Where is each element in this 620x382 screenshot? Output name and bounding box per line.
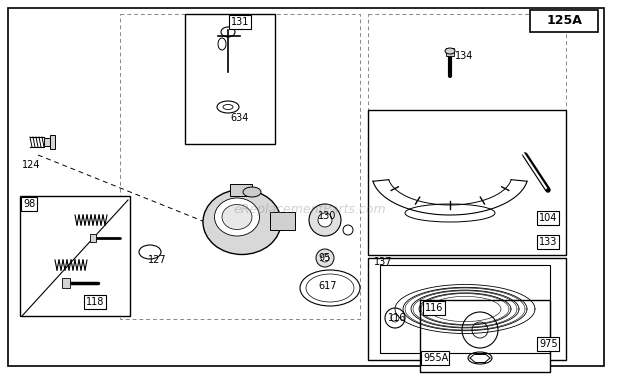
Text: 125A: 125A — [546, 15, 582, 28]
Bar — [537, 337, 559, 351]
Bar — [446, 48, 454, 56]
Bar — [380, 265, 550, 353]
Text: 124: 124 — [22, 160, 40, 170]
Circle shape — [318, 213, 332, 227]
Bar — [21, 197, 37, 211]
Bar — [185, 14, 275, 144]
Circle shape — [321, 254, 329, 262]
Circle shape — [309, 204, 341, 236]
Bar — [537, 211, 559, 225]
Bar — [368, 110, 566, 255]
Bar — [421, 351, 449, 365]
Text: 955A: 955A — [423, 353, 448, 363]
Text: 137: 137 — [374, 257, 392, 267]
Text: 133: 133 — [539, 237, 557, 247]
Text: 130: 130 — [318, 211, 337, 221]
Bar — [423, 301, 445, 315]
Bar — [50, 135, 55, 149]
Text: 116: 116 — [388, 313, 406, 323]
Bar — [62, 278, 70, 288]
Text: 116: 116 — [425, 303, 443, 313]
Text: 118: 118 — [86, 297, 104, 307]
Text: 634: 634 — [230, 113, 249, 123]
Bar — [120, 14, 360, 319]
Text: 617: 617 — [318, 281, 337, 291]
Bar — [90, 234, 96, 242]
Circle shape — [316, 249, 334, 267]
Text: 134: 134 — [455, 51, 474, 61]
Ellipse shape — [445, 48, 455, 54]
Bar — [230, 184, 252, 196]
Bar — [368, 258, 566, 360]
Text: 127: 127 — [148, 255, 167, 265]
Bar — [420, 300, 550, 372]
Bar — [229, 15, 251, 29]
Bar — [84, 295, 106, 309]
Text: 975: 975 — [539, 339, 557, 349]
Bar — [44, 138, 50, 146]
Ellipse shape — [203, 189, 281, 254]
Text: 104: 104 — [539, 213, 557, 223]
Ellipse shape — [222, 204, 252, 230]
Bar — [537, 235, 559, 249]
Text: 95: 95 — [318, 253, 330, 263]
Bar — [270, 212, 295, 230]
Bar — [530, 10, 598, 32]
Bar — [20, 196, 130, 316]
Text: eReplacementParts.com: eReplacementParts.com — [234, 204, 386, 217]
Bar — [368, 14, 566, 154]
Text: 131: 131 — [231, 17, 249, 27]
Ellipse shape — [215, 198, 260, 236]
Text: 98: 98 — [23, 199, 35, 209]
Ellipse shape — [243, 187, 261, 197]
